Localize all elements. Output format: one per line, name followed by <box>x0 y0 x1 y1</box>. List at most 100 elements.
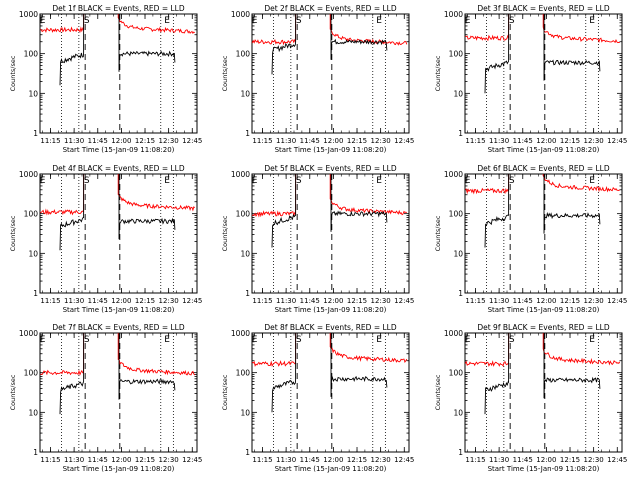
event-marker-label: E <box>465 335 471 345</box>
panel-det-3: Det 3f BLACK = Events, RED = LLD 1 10 100 10… <box>434 4 627 154</box>
panel-title: Det 4f BLACK = Events, RED = LLD <box>52 164 185 173</box>
y-tick-label: 1 <box>458 448 463 457</box>
event-marker-label: S <box>84 176 90 186</box>
y-axis-label: Counts/sec <box>221 374 229 410</box>
panel-det-4: Det 4f BLACK = Events, RED = LLD 1 10 100 10… <box>9 164 202 314</box>
x-tick-label: 12:45 <box>394 137 414 145</box>
event-marker-label: E <box>589 335 595 345</box>
x-tick-label: 12:45 <box>607 297 627 305</box>
series-lld-line <box>252 333 408 367</box>
y-axis-label: Counts/sec <box>434 215 442 251</box>
x-axis-label: Start Time (15-Jan-09 11:08:20) <box>63 465 175 473</box>
series-lld-line <box>252 174 408 218</box>
series-lld-line <box>40 14 196 35</box>
x-tick-label: 11:15 <box>465 456 485 464</box>
x-tick-label: 12:45 <box>182 297 202 305</box>
x-tick-label: 12:30 <box>371 456 391 464</box>
x-tick-label: 11:30 <box>276 297 296 305</box>
series-events-line <box>271 14 388 75</box>
panel-det-8: Det 8f BLACK = Events, RED = LLD 1 10 100 10… <box>221 323 414 473</box>
series-events-line <box>271 174 388 248</box>
y-tick-label: 100 <box>24 369 39 378</box>
x-tick-label: 12:00 <box>111 297 131 305</box>
y-tick-label: 10 <box>28 408 38 417</box>
x-tick-label: 12:30 <box>371 137 391 145</box>
x-axis-label: Start Time (15-Jan-09 11:08:20) <box>488 465 600 473</box>
x-tick-label: 11:45 <box>513 297 533 305</box>
y-tick-label: 10 <box>240 89 250 98</box>
event-marker-label: S <box>296 335 302 345</box>
x-tick-label: 12:45 <box>394 297 414 305</box>
event-marker-label: E <box>252 176 258 186</box>
x-tick-label: 12:15 <box>135 456 155 464</box>
series-lld-line <box>465 174 621 195</box>
y-tick-label: 1000 <box>444 170 463 179</box>
x-tick-label: 12:00 <box>323 456 343 464</box>
x-tick-label: 11:45 <box>513 456 533 464</box>
x-tick-label: 11:15 <box>252 456 272 464</box>
x-axis-label: Start Time (15-Jan-09 11:08:20) <box>275 146 387 154</box>
y-tick-label: 1 <box>458 129 463 138</box>
x-axis-label: Start Time (15-Jan-09 11:08:20) <box>63 146 175 154</box>
x-tick-label: 11:45 <box>300 297 320 305</box>
x-tick-label: 12:15 <box>135 297 155 305</box>
x-tick-label: 12:45 <box>182 137 202 145</box>
x-tick-label: 11:30 <box>64 456 84 464</box>
y-axis-label: Counts/sec <box>221 55 229 91</box>
y-tick-label: 1000 <box>19 329 38 338</box>
x-tick-label: 12:30 <box>584 456 604 464</box>
event-marker-label: S <box>296 176 302 186</box>
y-tick-label: 1 <box>245 289 250 298</box>
plot-area <box>252 14 408 75</box>
x-tick-label: 12:00 <box>323 137 343 145</box>
y-axis-label: Counts/sec <box>221 215 229 251</box>
plot-area <box>40 14 196 86</box>
event-marker-label: E <box>252 335 258 345</box>
plot-area <box>465 14 620 94</box>
x-tick-label: 11:30 <box>64 297 84 305</box>
x-tick-label: 11:15 <box>40 456 60 464</box>
y-axis-label: Counts/sec <box>9 374 17 410</box>
y-tick-label: 1 <box>33 289 38 298</box>
x-axis-label: Start Time (15-Jan-09 11:08:20) <box>488 146 600 154</box>
y-axis-label: Counts/sec <box>434 55 442 91</box>
x-axis-label: Start Time (15-Jan-09 11:08:20) <box>275 465 387 473</box>
x-tick-label: 12:45 <box>607 137 627 145</box>
plot-frame <box>464 173 623 294</box>
y-tick-label: 1 <box>33 129 38 138</box>
x-tick-label: 11:45 <box>88 137 108 145</box>
x-tick-label: 12:15 <box>560 137 580 145</box>
y-tick-label: 1000 <box>19 10 38 19</box>
event-marker-label: E <box>40 335 46 345</box>
series-lld-line <box>40 174 196 216</box>
event-marker-label: E <box>40 16 46 26</box>
y-tick-label: 1 <box>458 289 463 298</box>
y-axis-label: Counts/sec <box>434 374 442 410</box>
x-tick-label: 12:00 <box>536 297 556 305</box>
x-tick-label: 12:30 <box>159 297 179 305</box>
x-tick-label: 11:45 <box>300 137 320 145</box>
event-marker-label: E <box>376 16 382 26</box>
series-events-line <box>271 333 388 413</box>
x-axis-label: Start Time (15-Jan-09 11:08:20) <box>63 306 175 314</box>
plot-area <box>252 174 408 248</box>
y-tick-label: 10 <box>240 408 250 417</box>
y-tick-label: 100 <box>449 369 464 378</box>
y-tick-label: 1000 <box>444 10 463 19</box>
plot-frame <box>464 13 623 134</box>
panel-title: Det 2f BLACK = Events, RED = LLD <box>264 4 397 13</box>
series-events-line <box>59 333 176 415</box>
x-tick-label: 12:15 <box>347 456 367 464</box>
plot-area <box>252 333 408 413</box>
event-marker-label: E <box>252 16 258 26</box>
y-tick-label: 1000 <box>444 329 463 338</box>
x-tick-label: 12:45 <box>607 456 627 464</box>
series-events-line <box>484 333 601 415</box>
plot-area <box>465 333 621 415</box>
plot-frame <box>251 13 410 134</box>
x-tick-label: 11:30 <box>489 137 509 145</box>
panel-title: Det 3f BLACK = Events, RED = LLD <box>477 4 610 13</box>
panel-title: Det 7f BLACK = Events, RED = LLD <box>52 323 185 332</box>
y-axis-label: Counts/sec <box>9 215 17 251</box>
plot-area <box>40 174 196 251</box>
